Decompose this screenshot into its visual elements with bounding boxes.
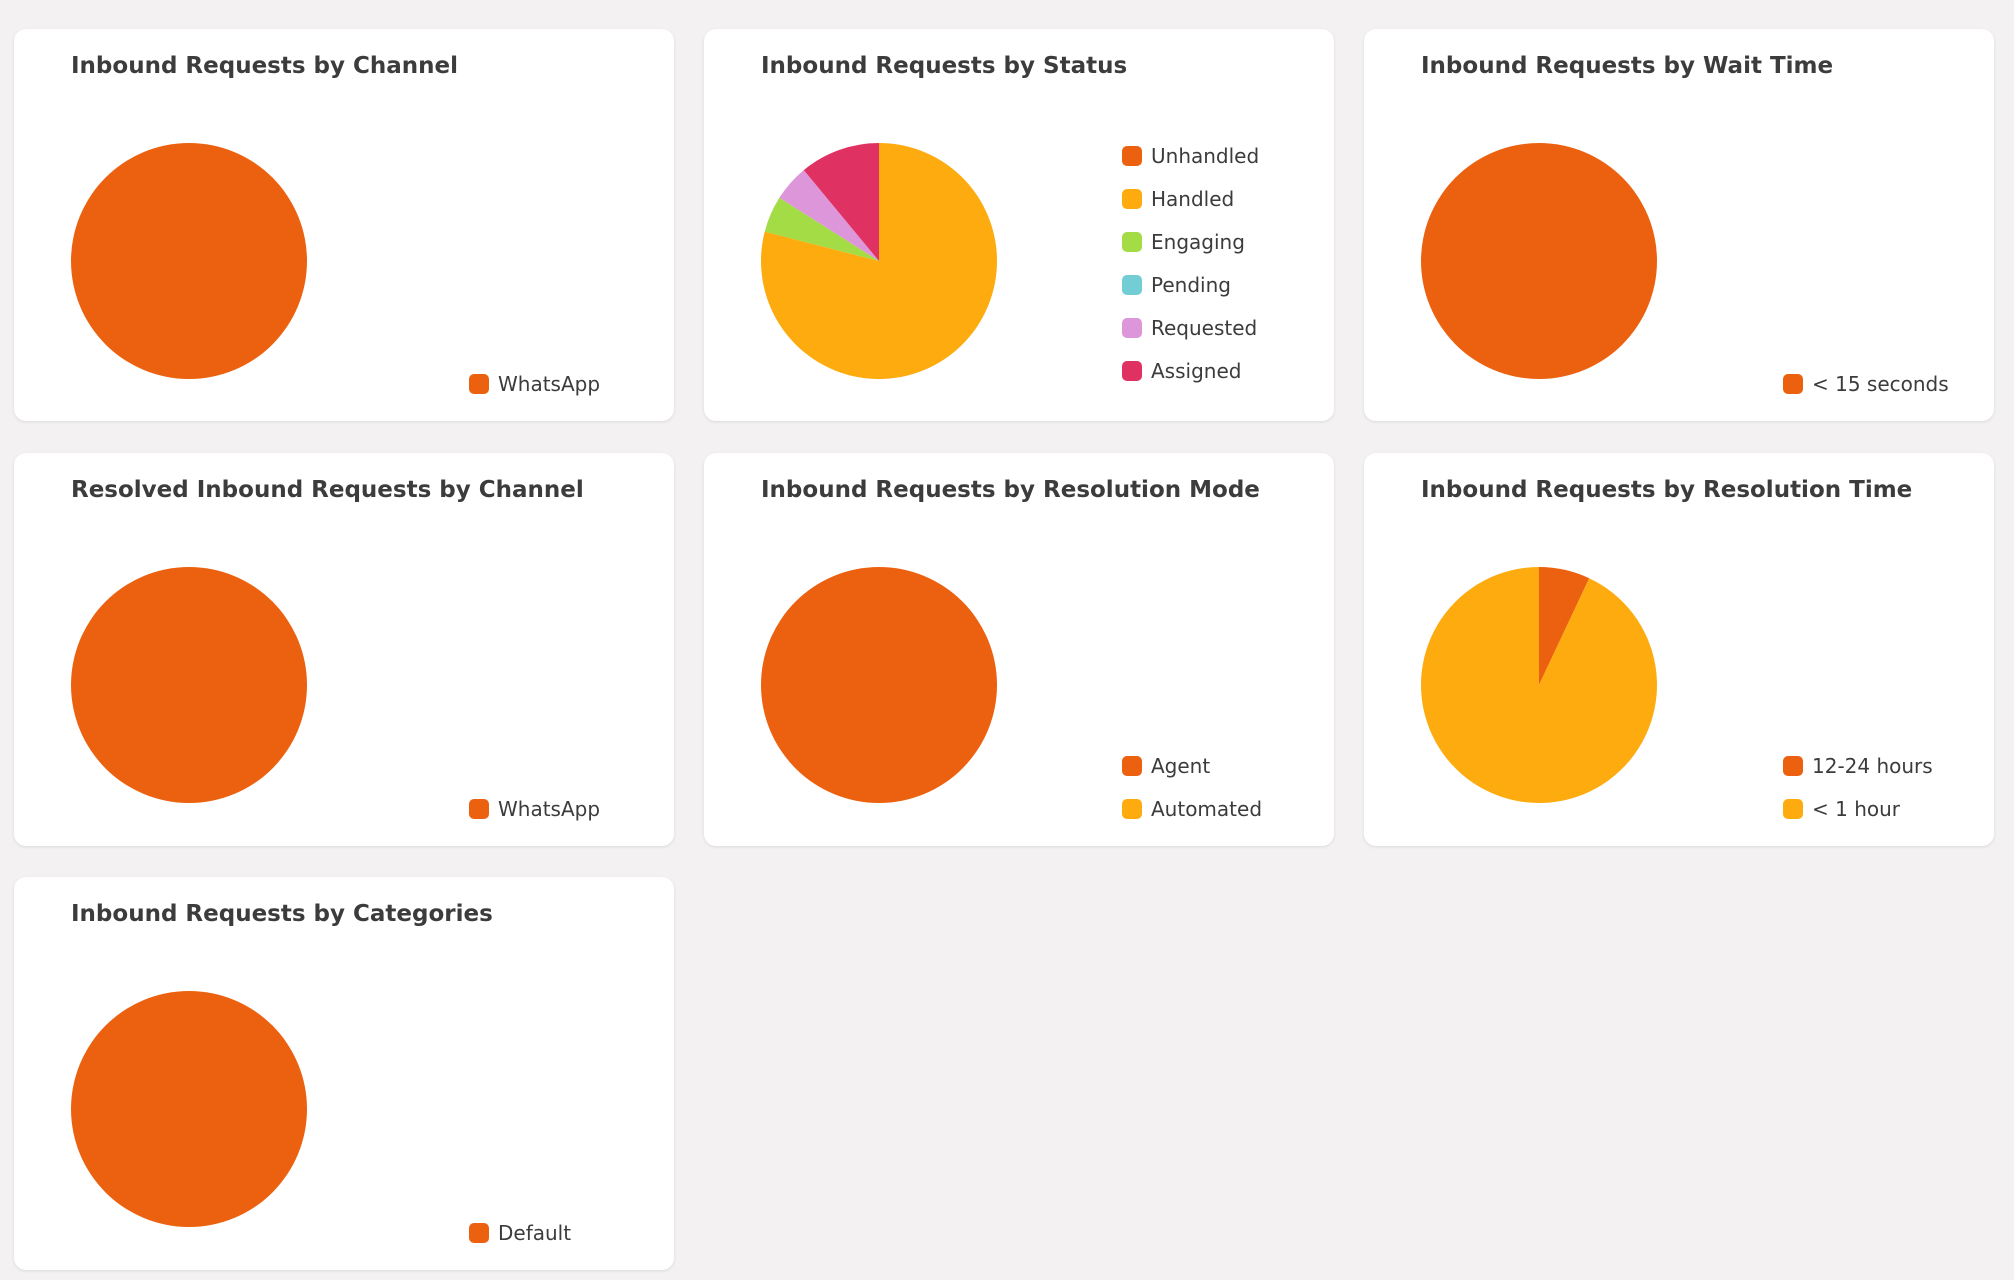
legend-item-assigned[interactable]: Assigned: [1122, 356, 1241, 386]
legend-swatch: [1783, 756, 1803, 776]
pie-slice-engaging[interactable]: [764, 197, 879, 261]
pie-chart-requests-by-categories: [71, 991, 307, 1227]
legend-item-default[interactable]: Default: [469, 1218, 571, 1248]
pie-slice-15-seconds[interactable]: [1421, 143, 1657, 379]
legend-label: < 15 seconds: [1812, 372, 1949, 396]
pie-slice-1-hour[interactable]: [1420, 567, 1657, 803]
card-requests-by-categories: Inbound Requests by Categories Default: [14, 877, 674, 1270]
legend-label: Handled: [1151, 187, 1235, 211]
chart-title: Inbound Requests by Wait Time: [1421, 53, 1834, 79]
chart-title: Inbound Requests by Categories: [71, 901, 493, 927]
pie-slice-handled[interactable]: [761, 143, 998, 379]
pie-slice-default[interactable]: [71, 991, 307, 1227]
legend-swatch: [1122, 756, 1142, 776]
legend-item-15-seconds[interactable]: < 15 seconds: [1783, 369, 1949, 399]
legend-item-agent[interactable]: Agent: [1122, 751, 1210, 781]
legend-label: Automated: [1151, 797, 1263, 821]
legend-label: Unhandled: [1151, 144, 1260, 168]
legend-label: Pending: [1151, 273, 1231, 297]
legend-item-requested[interactable]: Requested: [1122, 313, 1257, 343]
legend-item-handled[interactable]: Handled: [1122, 184, 1234, 214]
chart-title: Inbound Requests by Channel: [71, 53, 459, 79]
legend-label: < 1 hour: [1812, 797, 1901, 821]
card-resolved-requests-by-channel: Resolved Inbound Requests by Channel Wha…: [14, 453, 674, 846]
pie-chart-requests-by-status: [761, 143, 998, 379]
pie-slice-12-24-hours[interactable]: [1539, 567, 1590, 685]
legend-item-1-hour[interactable]: < 1 hour: [1783, 794, 1900, 824]
card-requests-by-resolution-mode: Inbound Requests by Resolution Mode Agen…: [704, 453, 1334, 846]
legend-item-automated[interactable]: Automated: [1122, 794, 1262, 824]
legend-swatch: [1122, 361, 1142, 381]
legend-swatch: [469, 799, 489, 819]
chart-title: Resolved Inbound Requests by Channel: [71, 477, 584, 503]
legend-swatch: [1122, 275, 1142, 295]
legend-label: 12-24 hours: [1812, 754, 1933, 778]
pie-slice-whatsapp[interactable]: [71, 567, 307, 803]
card-requests-by-wait-time: Inbound Requests by Wait Time < 15 secon…: [1364, 29, 1994, 421]
legend-swatch: [1783, 799, 1803, 819]
pie-slice-assigned[interactable]: [803, 143, 879, 261]
legend-swatch: [1122, 232, 1142, 252]
legend-swatch: [469, 1223, 489, 1243]
pie-chart-requests-by-channel: [71, 143, 307, 379]
chart-title: Inbound Requests by Resolution Time: [1421, 477, 1913, 503]
pie-slice-agent[interactable]: [761, 567, 997, 803]
pie-slice-whatsapp[interactable]: [71, 143, 307, 379]
legend-item-unhandled[interactable]: Unhandled: [1122, 141, 1259, 171]
chart-title: Inbound Requests by Resolution Mode: [761, 477, 1260, 503]
legend-item-whatsapp[interactable]: WhatsApp: [469, 794, 600, 824]
pie-chart-resolved-requests-by-channel: [71, 567, 307, 803]
legend-label: Agent: [1151, 754, 1211, 778]
legend-swatch: [1122, 189, 1142, 209]
legend-label: WhatsApp: [498, 372, 601, 396]
card-requests-by-status: Inbound Requests by Status Unhandled Hand…: [704, 29, 1334, 421]
legend-swatch: [1122, 799, 1142, 819]
legend-label: Default: [498, 1221, 572, 1245]
pie-chart-requests-by-wait-time: [1421, 143, 1657, 379]
legend-swatch: [1122, 318, 1142, 338]
card-requests-by-channel: Inbound Requests by Channel WhatsApp: [14, 29, 674, 421]
legend-swatch: [469, 374, 489, 394]
legend-label: Requested: [1151, 316, 1258, 340]
legend-swatch: [1783, 374, 1803, 394]
legend-label: WhatsApp: [498, 797, 601, 821]
legend-label: Engaging: [1151, 230, 1245, 254]
legend-item-whatsapp[interactable]: WhatsApp: [469, 369, 600, 399]
pie-chart-requests-by-resolution-time: [1420, 567, 1657, 803]
legend-label: Assigned: [1151, 359, 1242, 383]
pie-slice-requested[interactable]: [779, 170, 879, 261]
legend-item-engaging[interactable]: Engaging: [1122, 227, 1245, 257]
card-requests-by-resolution-time: Inbound Requests by Resolution Time 12-2…: [1364, 453, 1994, 846]
legend-item-pending[interactable]: Pending: [1122, 270, 1231, 300]
legend-swatch: [1122, 146, 1142, 166]
chart-title: Inbound Requests by Status: [761, 53, 1128, 79]
pie-chart-requests-by-resolution-mode: [761, 567, 997, 803]
legend-item-12-24-hours[interactable]: 12-24 hours: [1783, 751, 1933, 781]
